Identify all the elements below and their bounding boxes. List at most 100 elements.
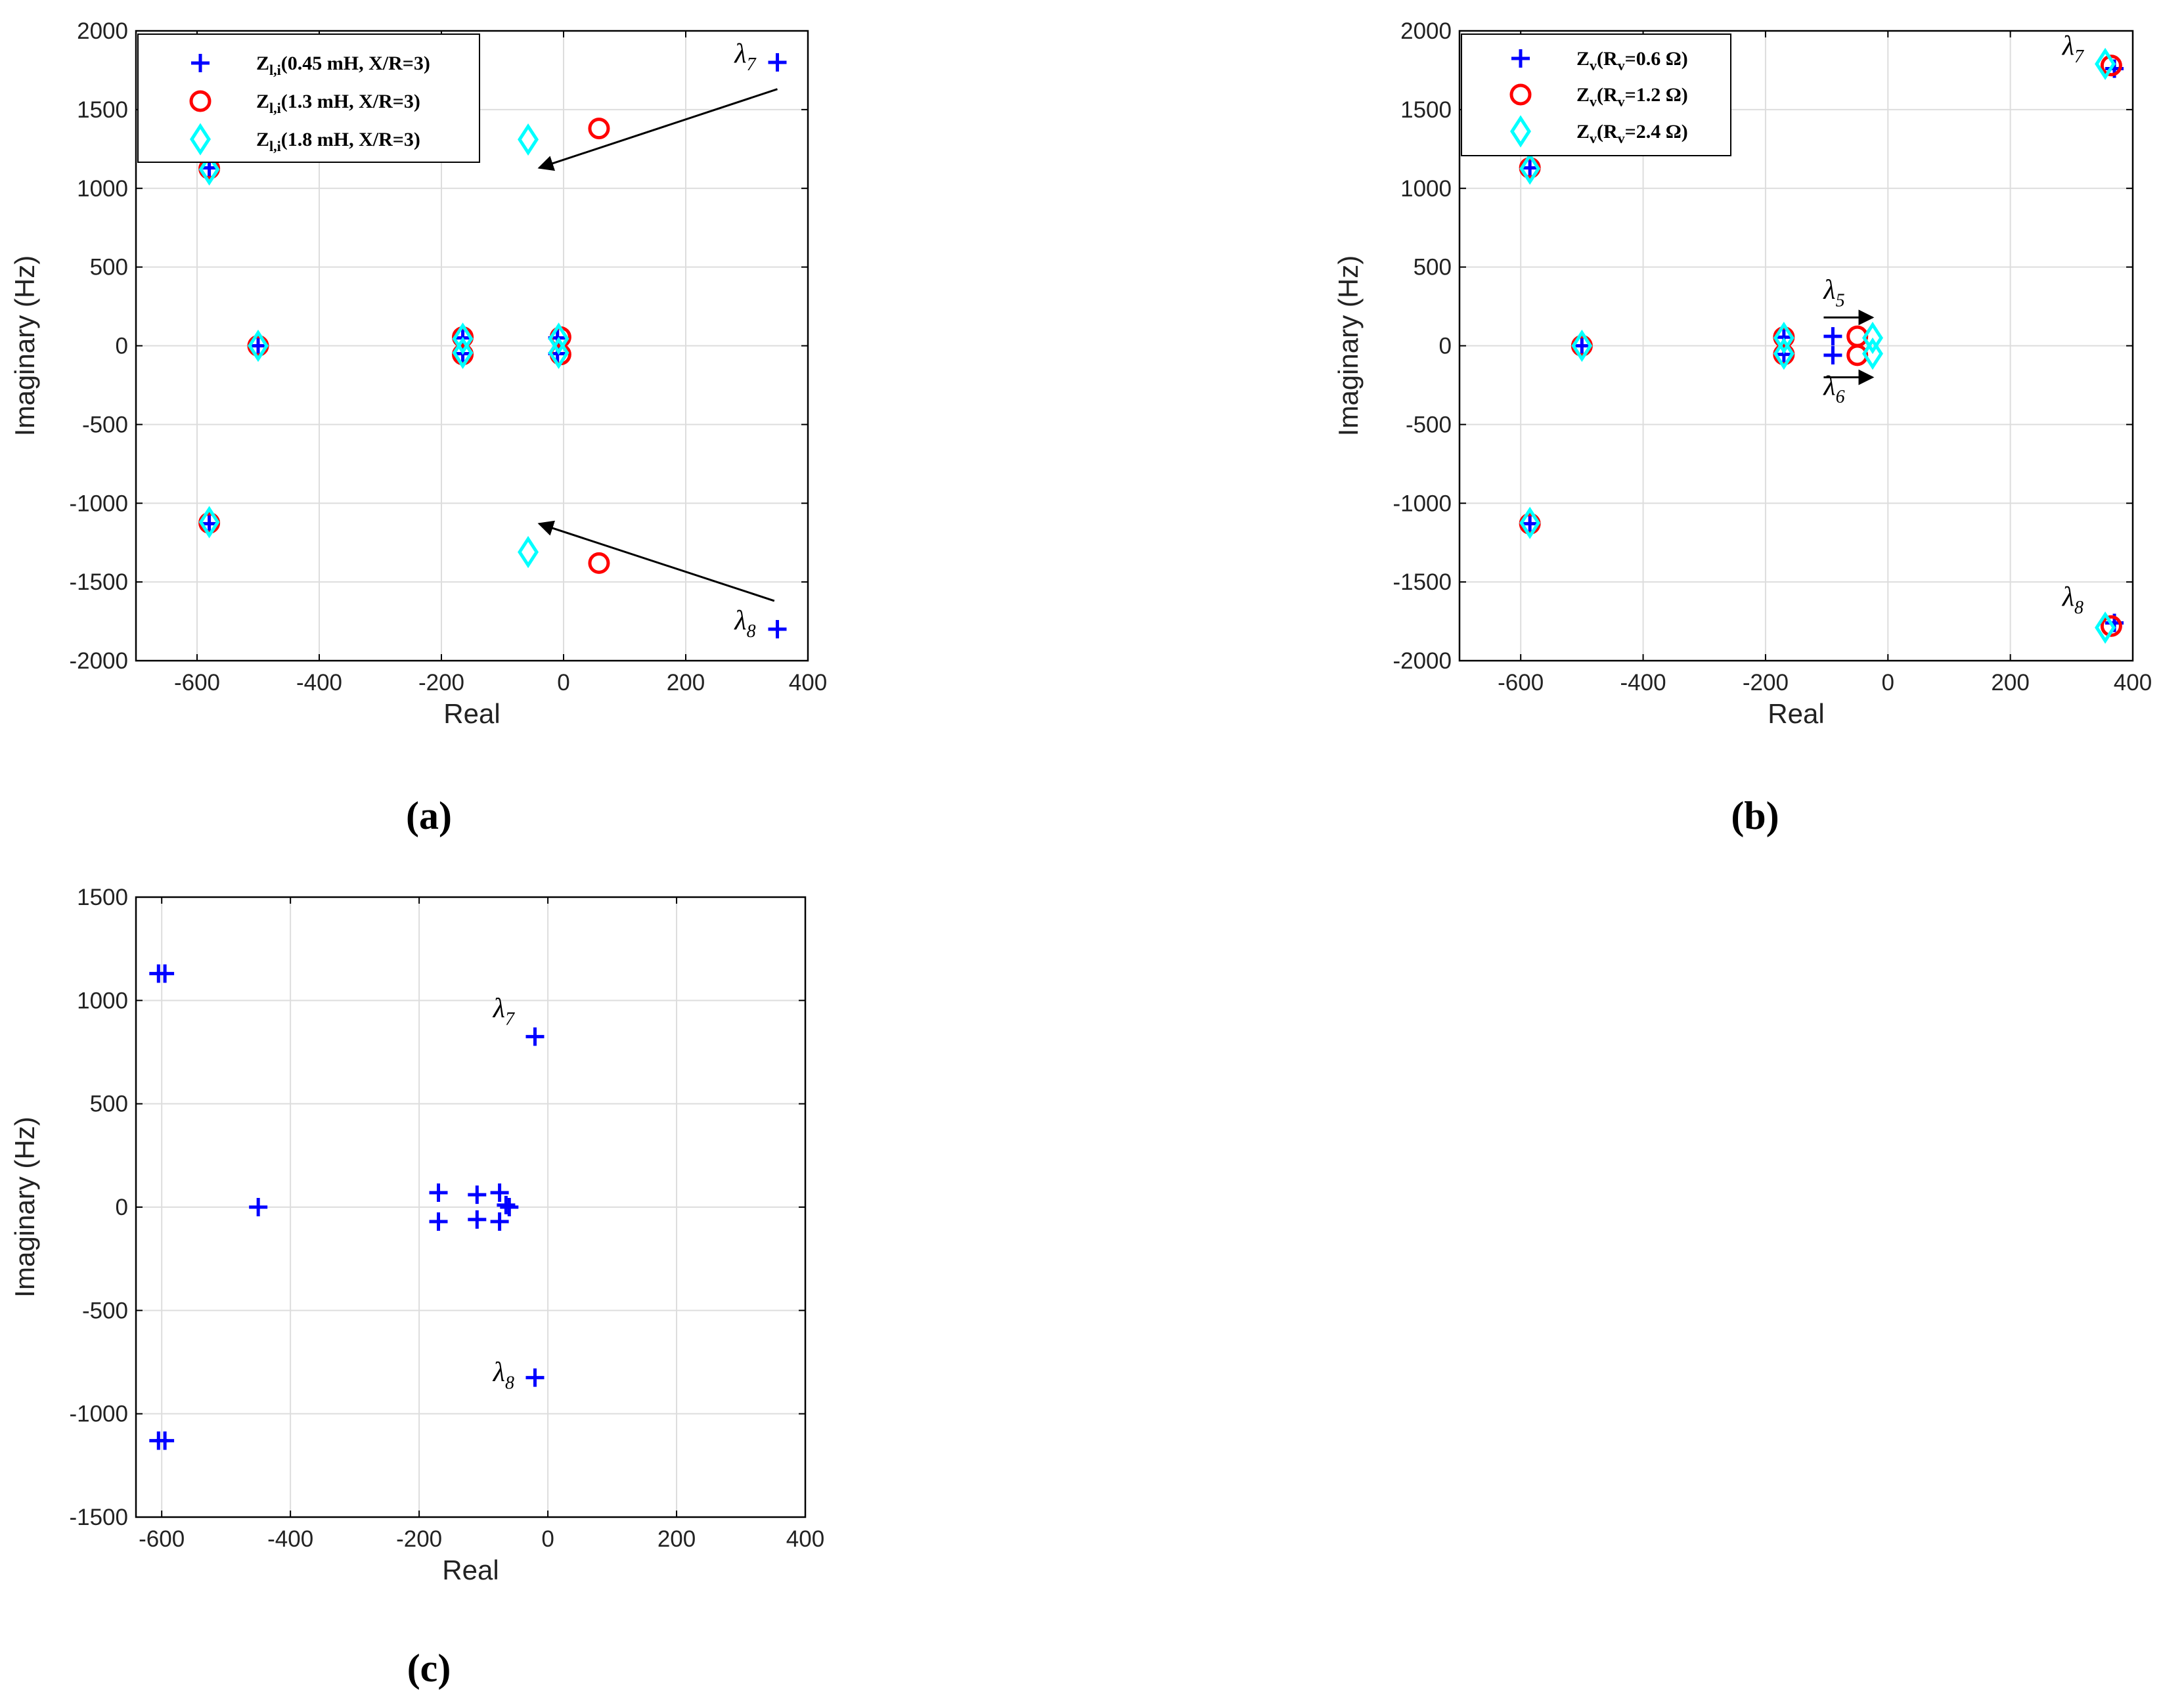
y-tick-label: -500 bbox=[1406, 412, 1452, 437]
legend-rest: (R bbox=[1597, 48, 1618, 70]
x-tick-label: -600 bbox=[174, 670, 220, 696]
data-point bbox=[1823, 345, 1842, 364]
data-point bbox=[768, 53, 787, 72]
lambda-label: λ7 bbox=[492, 994, 515, 1030]
data-point bbox=[2095, 47, 2116, 80]
legend-marker bbox=[191, 54, 210, 72]
legend-rest2: =2.4 Ω) bbox=[1625, 121, 1688, 143]
y-tick-label: 1000 bbox=[1400, 176, 1452, 202]
data-point bbox=[429, 1183, 448, 1202]
data-point bbox=[156, 964, 175, 983]
y-axis-label: Imaginary (Hz) bbox=[1333, 255, 1364, 436]
lambda-symbol: λ bbox=[733, 39, 746, 69]
data-point bbox=[1773, 321, 1794, 355]
lambda-subscript: 5 bbox=[1836, 291, 1845, 311]
x-tick-label: -400 bbox=[296, 670, 342, 696]
legend-rest: (1.8 mH, X/R=3) bbox=[281, 129, 420, 150]
y-tick-label: 1500 bbox=[77, 97, 128, 123]
lambda-label: λ5 bbox=[1822, 275, 1844, 311]
data-point bbox=[588, 552, 610, 574]
legend-sub2: v bbox=[1618, 93, 1625, 110]
x-tick-label: -200 bbox=[418, 670, 464, 696]
legend-main: Z bbox=[256, 129, 269, 150]
y-tick-label: -2000 bbox=[69, 648, 128, 674]
lambda-label: λ7 bbox=[733, 39, 756, 75]
y-tick-label: 500 bbox=[90, 1092, 128, 1117]
data-point bbox=[548, 336, 569, 369]
x-tick-label: 400 bbox=[2114, 670, 2152, 696]
data-point bbox=[1861, 337, 1883, 370]
series-2 bbox=[198, 123, 569, 569]
lambda-symbol: λ bbox=[492, 1357, 505, 1387]
legend-rest: (R bbox=[1597, 121, 1618, 143]
data-point bbox=[500, 1198, 519, 1216]
x-tick-label: 0 bbox=[557, 670, 569, 696]
x-tick-label: -200 bbox=[396, 1526, 442, 1552]
y-tick-label: -1500 bbox=[69, 569, 128, 595]
legend-main: Z bbox=[1576, 48, 1590, 70]
y-tick-label: -500 bbox=[82, 1298, 128, 1323]
legend-marker bbox=[190, 123, 211, 156]
annotation-arrow bbox=[537, 520, 775, 602]
lambda-subscript: 7 bbox=[747, 55, 757, 75]
lambda-subscript: 8 bbox=[505, 1373, 514, 1393]
panel-label: (b) bbox=[1731, 794, 1779, 837]
annotation-arrow bbox=[537, 88, 778, 171]
data-point bbox=[429, 1212, 448, 1231]
legend-main: Z bbox=[1576, 84, 1590, 106]
data-point bbox=[1572, 336, 1592, 355]
data-point bbox=[452, 336, 474, 369]
y-tick-label: 1500 bbox=[1400, 97, 1452, 123]
chart-0: -600 -400 -200 0 200 400-2000-1500-1000-50005… bbox=[9, 18, 827, 837]
legend-marker bbox=[1511, 49, 1530, 68]
y-tick-label: 0 bbox=[1439, 334, 1452, 359]
y-tick-label: 2000 bbox=[77, 18, 128, 44]
lambda-subscript: 7 bbox=[2074, 47, 2084, 67]
legend-marker bbox=[1510, 115, 1531, 148]
data-point bbox=[198, 153, 220, 186]
x-axis-label: Real bbox=[1768, 698, 1824, 729]
data-point bbox=[249, 1198, 268, 1216]
legend-box bbox=[137, 33, 480, 163]
data-point bbox=[2095, 611, 2116, 644]
data-point bbox=[468, 1185, 487, 1204]
legend-entry: Zv(Rv=2.4 Ω) bbox=[1576, 121, 1688, 146]
data-point bbox=[468, 1210, 487, 1229]
lambda-symbol: λ bbox=[1822, 371, 1835, 401]
lambda-subscript: 8 bbox=[2074, 598, 2084, 618]
data-point bbox=[518, 535, 539, 569]
y-tick-label: 2000 bbox=[1400, 18, 1452, 44]
lambda-symbol: λ bbox=[1822, 275, 1835, 305]
lambda-label: λ7 bbox=[2061, 31, 2084, 67]
legend-entry: Zl,i(0.45 mH, X/R=3) bbox=[256, 53, 430, 78]
x-axis-label: Real bbox=[443, 698, 500, 729]
legend-main: Z bbox=[256, 53, 269, 74]
y-tick-label: 1000 bbox=[77, 988, 128, 1013]
data-point bbox=[1773, 337, 1794, 370]
legend-rest2: =0.6 Ω) bbox=[1625, 48, 1688, 70]
legend-sub: v bbox=[1590, 130, 1597, 146]
lambda-subscript: 6 bbox=[1836, 387, 1845, 407]
y-tick-label: 1500 bbox=[77, 885, 128, 910]
data-point bbox=[497, 1195, 516, 1214]
x-tick-label: -400 bbox=[267, 1526, 313, 1552]
y-tick-label: 0 bbox=[116, 1195, 128, 1220]
x-tick-label: 400 bbox=[789, 670, 827, 696]
data-point bbox=[525, 1027, 545, 1046]
data-point bbox=[518, 123, 539, 156]
y-tick-label: -1500 bbox=[1393, 569, 1452, 595]
y-tick-label: -1000 bbox=[69, 1402, 128, 1427]
legend-rest: (0.45 mH, X/R=3) bbox=[281, 53, 430, 74]
chart-1: -600 -400 -200 0 200 400-2000-1500-1000-50005… bbox=[1333, 18, 2152, 837]
panel-label: (a) bbox=[406, 794, 452, 837]
x-tick-label: 200 bbox=[1991, 670, 2029, 696]
x-tick-label: -600 bbox=[139, 1526, 185, 1552]
legend-sub: v bbox=[1590, 57, 1597, 74]
lambda-label: λ8 bbox=[492, 1357, 514, 1393]
data-point bbox=[156, 1431, 175, 1450]
legend: Zl,i(0.45 mH, X/R=3)Zl,i(1.3 mH, X/R=3)Z… bbox=[137, 33, 480, 163]
data-point bbox=[198, 506, 220, 539]
legend-sub: v bbox=[1590, 93, 1597, 110]
lambda-label: λ8 bbox=[733, 606, 755, 642]
legend-entry: Zv(Rv=0.6 Ω) bbox=[1576, 48, 1688, 74]
